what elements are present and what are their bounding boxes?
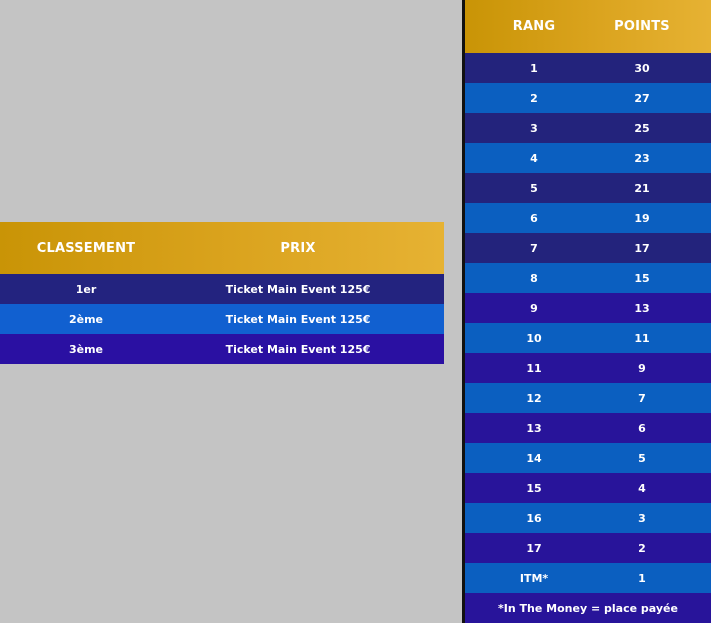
table-divider xyxy=(462,0,465,623)
points-row: ITM* 1 xyxy=(465,563,711,593)
prize-row: 1er Ticket Main Event 125€ xyxy=(0,274,444,304)
points-row: 9 13 xyxy=(465,293,711,323)
points-cell: 7 xyxy=(638,391,646,405)
points-row: 6 19 xyxy=(465,203,711,233)
points-row: 15 4 xyxy=(465,473,711,503)
points-cell: 30 xyxy=(634,61,650,75)
classement-header: CLASSEMENT xyxy=(36,240,136,256)
prize-row: 2ème Ticket Main Event 125€ xyxy=(0,304,444,334)
points-cell: 1 xyxy=(638,571,646,585)
points-row: 11 9 xyxy=(465,353,711,383)
points-table-header: RANG POINTS xyxy=(465,0,711,53)
rank-cell: 11 xyxy=(526,361,542,375)
rank-cell: 17 xyxy=(526,541,542,555)
rank-cell: 8 xyxy=(530,271,538,285)
rang-header: RANG xyxy=(512,19,556,34)
rank-cell: 15 xyxy=(526,481,542,495)
points-cell: 21 xyxy=(634,181,650,195)
points-cell: 4 xyxy=(638,481,646,495)
points-cell: 6 xyxy=(638,421,646,435)
points-cell: 13 xyxy=(634,301,650,315)
prize-value-cell: Ticket Main Event 125€ xyxy=(225,282,371,296)
prize-value-cell: Ticket Main Event 125€ xyxy=(225,342,371,356)
rank-cell: 1 xyxy=(530,61,538,75)
points-table: RANG POINTS 1 30 2 27 3 25 4 23 5 21 6 19 7 17 8 15 9 13 1… xyxy=(465,0,711,623)
points-cell: 5 xyxy=(638,451,646,465)
points-cell: 25 xyxy=(634,121,650,135)
rank-cell: 4 xyxy=(530,151,538,165)
rank-cell: 16 xyxy=(526,511,542,525)
points-row: 7 17 xyxy=(465,233,711,263)
points-row: 2 27 xyxy=(465,83,711,113)
points-cell: 27 xyxy=(634,91,650,105)
prize-table: CLASSEMENT PRIX 1er Ticket Main Event 125… xyxy=(0,222,444,364)
prize-rank-cell: 1er xyxy=(75,282,97,296)
rank-cell: ITM* xyxy=(519,571,549,585)
points-cell: 2 xyxy=(638,541,646,555)
points-row: 14 5 xyxy=(465,443,711,473)
prize-row: 3ème Ticket Main Event 125€ xyxy=(0,334,444,364)
itm-footnote: *In The Money = place payée xyxy=(465,593,711,623)
points-row: 12 7 xyxy=(465,383,711,413)
points-cell: 15 xyxy=(634,271,650,285)
prize-rows: 1er Ticket Main Event 125€ 2ème Ticket Main… xyxy=(0,274,444,364)
points-row: 10 11 xyxy=(465,323,711,353)
rank-cell: 13 xyxy=(526,421,542,435)
rank-cell: 7 xyxy=(530,241,538,255)
points-row: 8 15 xyxy=(465,263,711,293)
points-row: 1 30 xyxy=(465,53,711,83)
rank-cell: 3 xyxy=(530,121,538,135)
points-row: 4 23 xyxy=(465,143,711,173)
rank-cell: 10 xyxy=(526,331,542,345)
points-header: POINTS xyxy=(614,19,670,34)
prize-table-header: CLASSEMENT PRIX xyxy=(0,222,444,274)
points-cell: 19 xyxy=(634,211,650,225)
points-row: 13 6 xyxy=(465,413,711,443)
points-cell: 23 xyxy=(634,151,650,165)
points-cell: 17 xyxy=(634,241,650,255)
points-cell: 9 xyxy=(638,361,646,375)
prize-rank-cell: 3ème xyxy=(68,342,104,356)
points-rows: 1 30 2 27 3 25 4 23 5 21 6 19 7 17 8 15 9 13 10 11 11 9 12 7 13 6… xyxy=(465,53,711,593)
points-cell: 3 xyxy=(638,511,646,525)
rank-cell: 6 xyxy=(530,211,538,225)
prix-header: PRIX xyxy=(280,240,316,256)
rank-cell: 5 xyxy=(530,181,538,195)
rank-cell: 14 xyxy=(526,451,542,465)
points-row: 5 21 xyxy=(465,173,711,203)
rank-cell: 2 xyxy=(530,91,538,105)
prize-rank-cell: 2ème xyxy=(68,312,104,326)
points-row: 16 3 xyxy=(465,503,711,533)
rank-cell: 12 xyxy=(526,391,542,405)
prize-value-cell: Ticket Main Event 125€ xyxy=(225,312,371,326)
points-row: 3 25 xyxy=(465,113,711,143)
rank-cell: 9 xyxy=(530,301,538,315)
points-cell: 11 xyxy=(634,331,650,345)
points-row: 17 2 xyxy=(465,533,711,563)
